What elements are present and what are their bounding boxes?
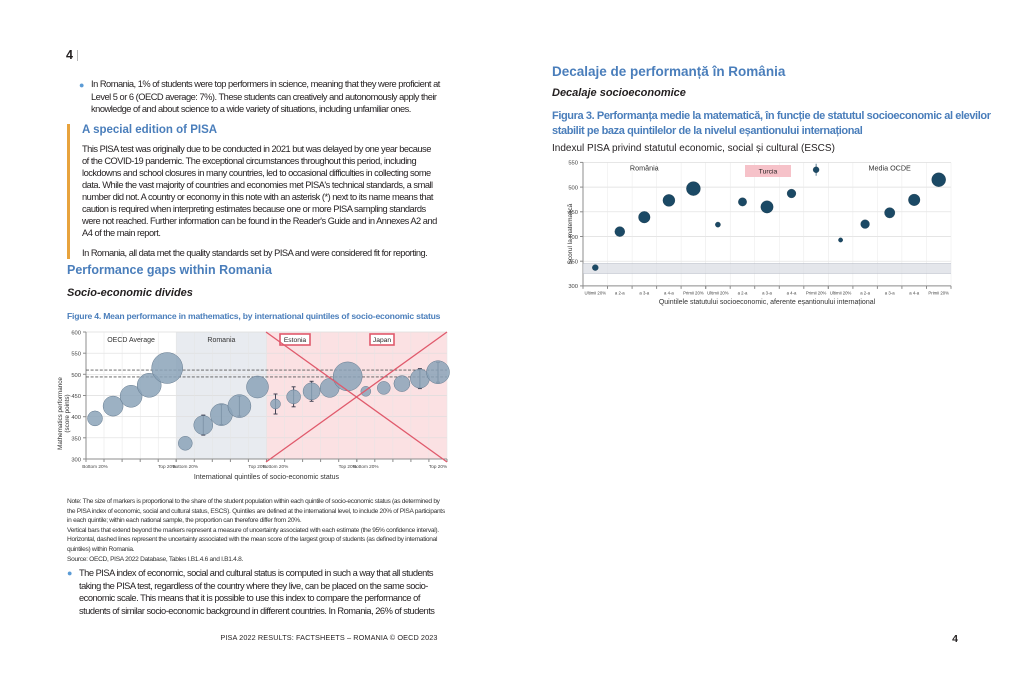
svg-text:a 2-a: a 2-a: [738, 290, 748, 295]
svg-text:Ultimii 20%: Ultimii 20%: [585, 290, 607, 295]
svg-text:Quintilele statutului socioeco: Quintilele statutului socioeconomic, afe…: [659, 299, 876, 306]
svg-text:Ultimii 20%: Ultimii 20%: [707, 290, 729, 295]
svg-text:a 4-a: a 4-a: [909, 290, 919, 295]
svg-text:a 2-a: a 2-a: [615, 290, 625, 295]
svg-text:Primii 20%: Primii 20%: [928, 290, 949, 295]
svg-text:a 4-a: a 4-a: [664, 290, 674, 295]
svg-text:300: 300: [568, 284, 578, 290]
svg-text:Ultimii 20%: Ultimii 20%: [830, 290, 852, 295]
svg-text:a 3-a: a 3-a: [885, 290, 895, 295]
svg-text:Media OCDE: Media OCDE: [869, 163, 912, 172]
svg-text:Primii 20%: Primii 20%: [683, 290, 704, 295]
svg-text:România: România: [630, 163, 659, 172]
svg-text:a 3-a: a 3-a: [639, 290, 649, 295]
svg-text:500: 500: [568, 185, 578, 191]
svg-text:a 3-a: a 3-a: [762, 290, 772, 295]
svg-text:a 4-a: a 4-a: [787, 290, 797, 295]
svg-text:a 2-a: a 2-a: [860, 290, 870, 295]
svg-text:Scorul la matematică: Scorul la matematică: [567, 203, 574, 264]
svg-text:550: 550: [568, 161, 578, 167]
svg-text:Primii 20%: Primii 20%: [806, 290, 827, 295]
svg-text:Turcia: Turcia: [759, 169, 778, 176]
